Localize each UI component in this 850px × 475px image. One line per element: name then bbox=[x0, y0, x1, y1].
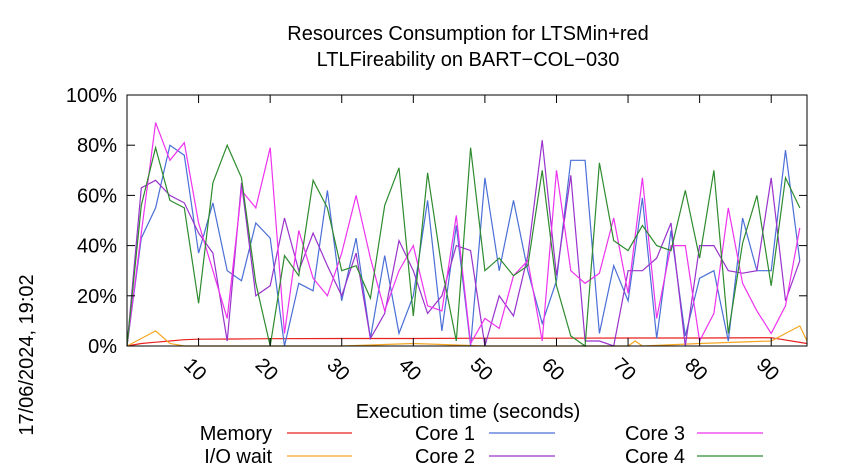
series-line-core-4 bbox=[126, 143, 801, 348]
y-tick-label: 100% bbox=[66, 85, 117, 107]
x-tick-label: 20 bbox=[251, 354, 282, 385]
chart-title: Resources Consumption for LTSMin+red bbox=[287, 23, 648, 45]
x-tick-label: 40 bbox=[394, 354, 425, 385]
legend-label-i-o-wait: I/O wait bbox=[204, 446, 272, 468]
series-line-i-o-wait bbox=[126, 325, 808, 347]
legend-label-core-3: Core 3 bbox=[625, 423, 685, 445]
x-tick-label: 50 bbox=[465, 354, 496, 385]
plot-area bbox=[126, 122, 808, 348]
y-tick-label: 60% bbox=[77, 185, 117, 207]
chart-subtitle: LTLFireability on BART−COL−030 bbox=[317, 49, 620, 71]
y-tick-label: 40% bbox=[77, 236, 117, 258]
legend-label-memory: Memory bbox=[200, 423, 272, 445]
plot-frame bbox=[126, 94, 808, 347]
y-tick-label: 0% bbox=[88, 336, 117, 358]
x-axis-label: Execution time (seconds) bbox=[356, 401, 581, 423]
y-tick-label: 80% bbox=[77, 135, 117, 157]
legend-label-core-2: Core 2 bbox=[415, 446, 475, 468]
timestamp-label: 17/06/2024, 19:02 bbox=[16, 274, 38, 435]
x-tick-label: 80 bbox=[680, 354, 711, 385]
legend-label-core-1: Core 1 bbox=[415, 423, 475, 445]
x-tick-label: 90 bbox=[752, 354, 783, 385]
legend-label-core-4: Core 4 bbox=[625, 446, 685, 468]
x-tick-label: 10 bbox=[179, 354, 210, 385]
series-line-core-3 bbox=[126, 122, 801, 347]
series-line-memory bbox=[126, 337, 808, 347]
y-tick-label: 20% bbox=[77, 286, 117, 308]
x-tick-label: 70 bbox=[609, 354, 640, 385]
x-tick-label: 30 bbox=[322, 354, 353, 385]
x-tick-label: 60 bbox=[537, 354, 568, 385]
